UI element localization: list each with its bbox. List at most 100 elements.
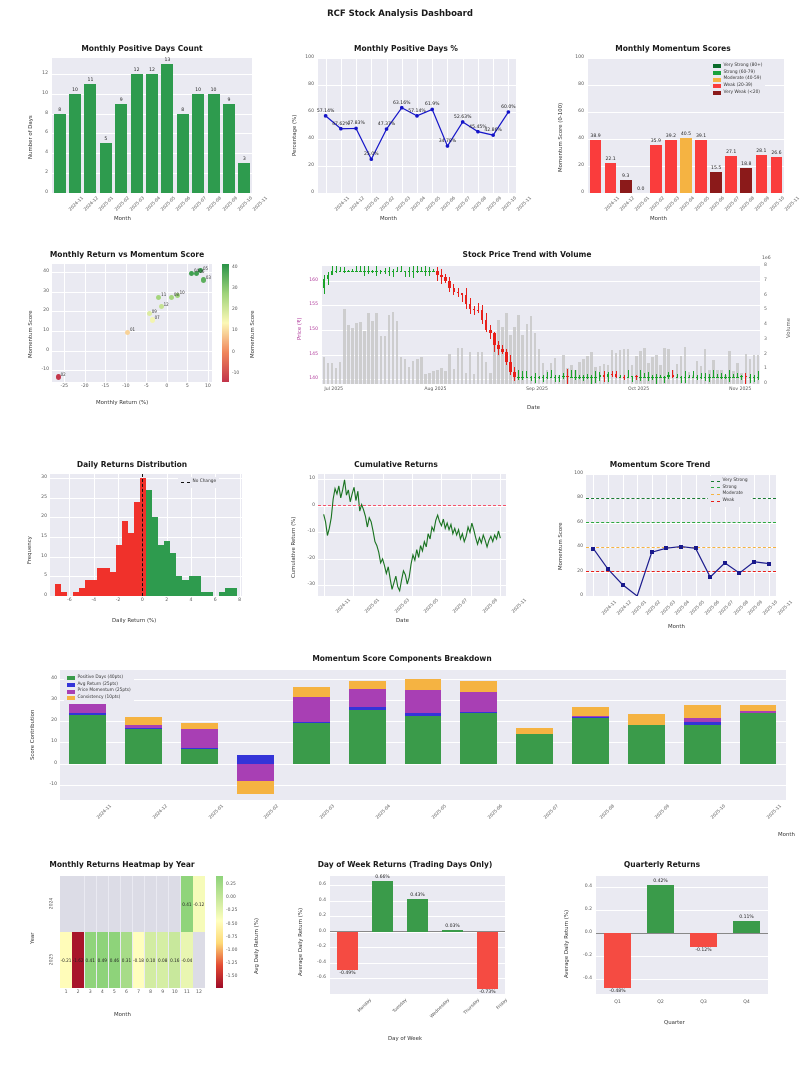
histogram-bar [158,544,165,596]
heatmap-value: 0.16 [170,957,180,963]
legend-item-3: Weak [711,498,748,505]
candle-body [480,310,484,320]
y-tick-label: -20 [307,555,315,561]
x-tick-label: -20 [81,384,89,389]
y-tick-label: 0.0 [318,928,326,934]
candle-wick [729,370,730,383]
colorbar-tick: -1.25 [226,961,238,967]
candle-wick [757,371,759,380]
histogram-bar [218,592,225,596]
scatter-point [200,277,206,283]
heatmap-cell [157,932,169,988]
bar-value-label: 13 [164,57,171,63]
gridline [60,763,786,765]
point-label: 11 [161,292,167,298]
chart-title: Stock Price Trend with Volume [462,250,592,259]
gridline [105,264,106,382]
y-tick-label: 20 [578,163,584,168]
legend-item-1: Avg Return (25pts) [67,682,131,689]
candle-body [326,275,330,279]
gridline [330,962,505,964]
chart-cumulative-returns: Cumulative Returns Date Cumulative Retur… [286,460,536,635]
plot-area [60,670,786,800]
x-tick-label: 2025-04 [674,600,692,617]
gridline [371,58,372,193]
x-axis-label: Day of Week [388,1036,423,1042]
candle-body [541,376,545,378]
candle-body [598,374,602,377]
stack-segment [237,763,274,782]
candle-body [736,376,739,378]
candle-body [343,270,346,272]
candle-body [338,270,342,272]
y-tick-label: 0 [46,347,49,353]
histogram-bar [146,489,153,596]
volume-bar [744,353,748,384]
gridline [447,58,449,193]
candle-body [699,376,703,378]
candle-wick [733,374,734,377]
marker [737,571,742,576]
bar [130,73,143,193]
marker [693,546,698,551]
gridline [622,474,624,596]
candle-body [460,292,464,295]
candle-wick [380,270,382,274]
candle-wick [416,266,418,273]
candle-body [566,375,569,377]
point-label: 10 [179,290,185,296]
point-label: 12 [163,301,169,307]
colorbar-tick: -0.50 [226,921,238,927]
bar-value-label: 0.66% [375,874,390,880]
stack-segment [237,755,274,764]
candle-body [618,376,622,378]
candle-wick [619,375,621,378]
y-tick-label: 10 [51,739,57,745]
point-label: 04 [193,268,200,274]
histogram-bar [91,580,98,596]
candle-wick [575,369,576,381]
x-tick-label: 2025-02 [114,196,131,213]
volume-bar [355,322,358,384]
bar-value-label: 0.42% [653,879,668,885]
zero-line [330,931,505,933]
gridline [401,58,403,193]
stack-segment [460,681,498,692]
chart-title: Day of Week Returns (Trading Days Only) [317,860,493,869]
bar [690,933,717,948]
legend-item-3: Consistency (10pts) [67,695,131,702]
heatmap-value: 0.49 [97,957,107,963]
bar-value-label: 0.03% [445,923,460,929]
candle-body [553,376,557,378]
zero-reference-line [318,505,506,507]
plot-area [596,876,768,994]
heatmap-value: 0.41 [182,901,192,907]
histogram-bar [103,568,110,596]
marker [591,546,596,551]
legend-swatch [67,689,75,694]
bar-value-label: 27.1 [726,150,737,156]
candle-wick [688,374,690,379]
candle-body [359,270,362,272]
y-tick-label: -30 [307,582,315,588]
x-axis-label: Month [114,1012,131,1018]
marker [722,560,727,565]
y-tick-label: 40 [308,136,314,141]
y-tick-label: 0 [580,593,583,598]
x-tick-label: -15 [101,384,110,389]
volume-bar [440,368,443,384]
point-value-label: 52.63% [453,114,472,120]
histogram-bar [231,588,238,596]
candle-wick [607,372,609,382]
candle-body [363,270,366,272]
legend-swatch [67,676,75,681]
candle-body [513,372,516,377]
point-value-label: 63.16% [393,100,411,106]
volume-bar [489,372,492,384]
volume-bar [659,364,662,384]
candle-body [687,376,691,378]
bar-value-label: 12 [149,67,155,73]
x-tick-label: 2025-02 [263,804,281,821]
x-tick-label: 2025-08 [471,196,488,213]
point-value-label: 47.83% [347,121,365,127]
